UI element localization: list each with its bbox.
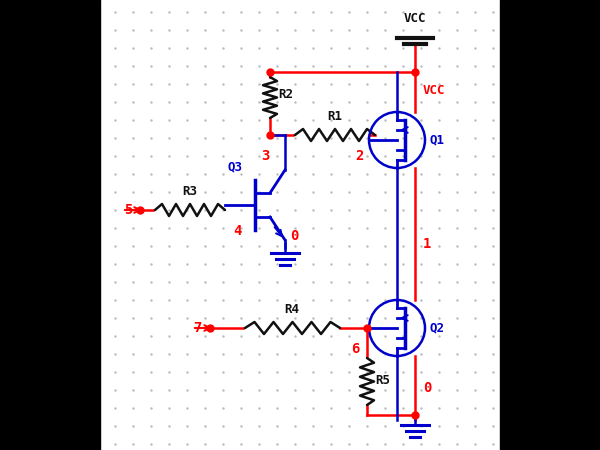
Text: Q3: Q3: [228, 161, 243, 174]
Text: VCC: VCC: [423, 84, 445, 96]
Text: R4: R4: [284, 303, 299, 316]
Text: R2: R2: [278, 89, 293, 102]
Text: 2: 2: [356, 149, 364, 163]
Text: Q1: Q1: [430, 134, 445, 147]
Text: 0: 0: [423, 381, 431, 395]
Text: R3: R3: [182, 185, 197, 198]
Text: 7: 7: [194, 321, 202, 335]
Text: 5: 5: [124, 203, 132, 217]
Text: 0: 0: [290, 229, 298, 243]
Text: VCC: VCC: [404, 12, 426, 25]
Text: R5: R5: [375, 374, 390, 387]
Text: 3: 3: [261, 149, 269, 163]
Text: Q2: Q2: [430, 321, 445, 334]
Text: 1: 1: [423, 237, 431, 251]
Text: 6: 6: [350, 342, 359, 356]
Text: R1: R1: [328, 110, 343, 123]
Text: 4: 4: [233, 224, 241, 238]
